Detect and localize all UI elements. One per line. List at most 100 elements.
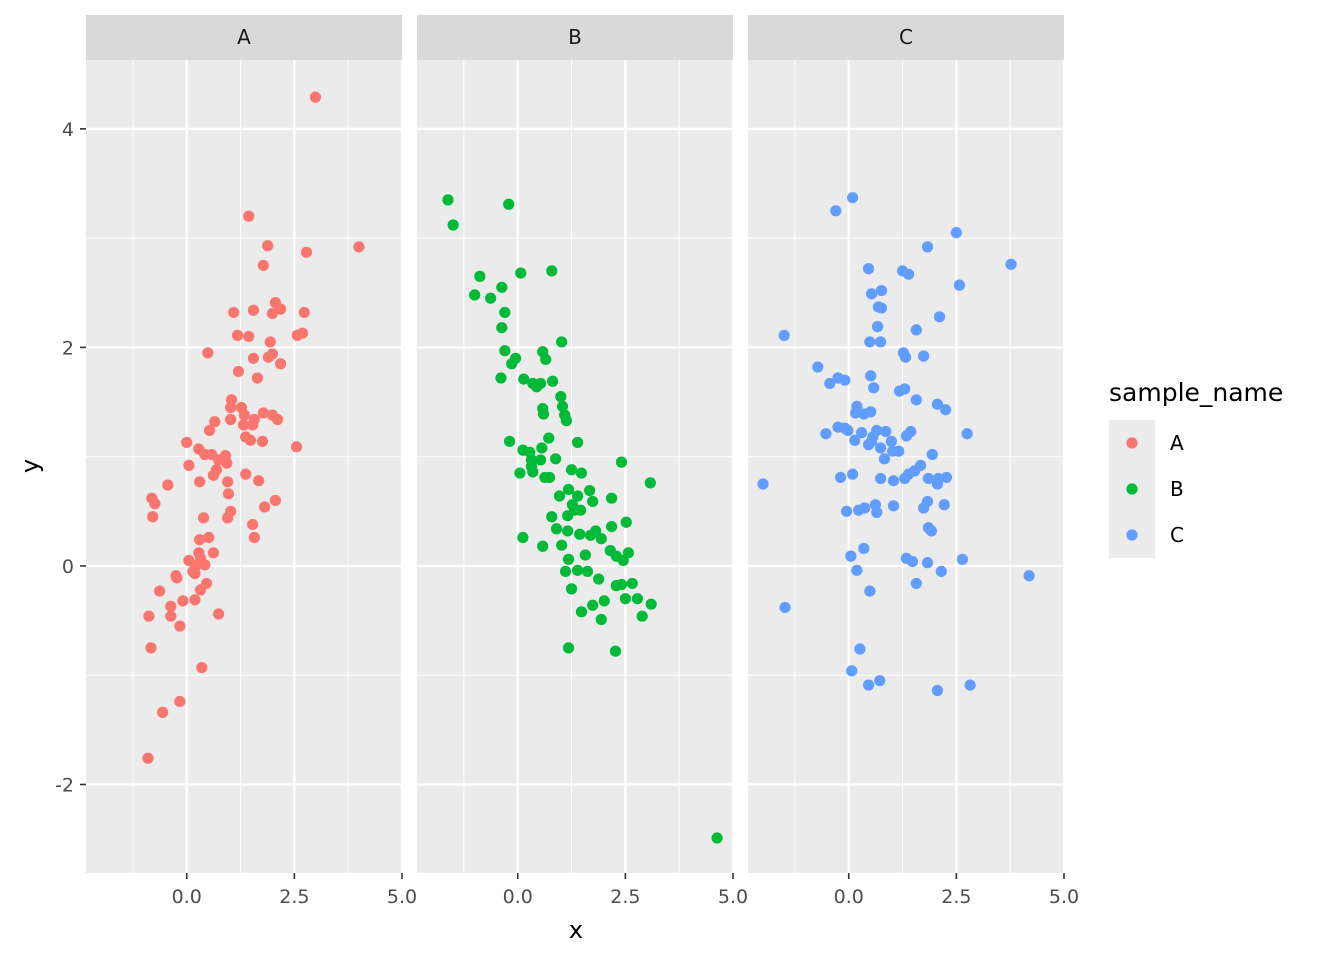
data-point: [196, 661, 208, 674]
data-point: [874, 336, 887, 348]
data-point: [605, 492, 618, 504]
data-point: [485, 292, 497, 304]
data-point: [918, 502, 930, 514]
facet-strip: [748, 15, 1064, 60]
data-point: [571, 436, 584, 449]
data-point: [232, 365, 245, 378]
data-point: [291, 329, 303, 341]
facet-strip: [417, 15, 733, 60]
data-point: [496, 281, 508, 293]
data-point: [711, 832, 723, 844]
y-tick-label: 2: [62, 337, 74, 359]
data-point: [165, 600, 177, 612]
data-point: [212, 608, 225, 620]
data-point: [495, 372, 507, 384]
data-point: [199, 559, 211, 571]
data-point: [189, 594, 201, 606]
data-point: [194, 534, 206, 546]
data-point: [274, 358, 287, 370]
data-point: [609, 645, 622, 657]
data-point: [262, 351, 275, 363]
data-point: [247, 419, 259, 431]
data-point: [921, 241, 934, 253]
data-point: [165, 610, 177, 622]
data-point: [518, 373, 530, 385]
data-point: [839, 374, 851, 386]
data-point: [555, 390, 567, 403]
data-point: [536, 442, 548, 454]
data-point: [550, 453, 562, 465]
y-axis: -2 0 2 4: [55, 119, 86, 796]
x-tick-label: 0.0: [503, 886, 533, 908]
data-point: [259, 501, 271, 513]
data-point: [874, 472, 887, 485]
data-point: [931, 478, 944, 490]
data-point: [933, 311, 946, 323]
data-point: [562, 553, 575, 565]
facet-strip-label: C: [899, 25, 913, 49]
data-point: [496, 322, 508, 334]
data-point: [910, 577, 922, 590]
facet-panel-B: B 0.0 2.5 5.0: [417, 15, 748, 908]
data-point: [587, 599, 599, 611]
data-point: [142, 752, 154, 764]
data-point: [575, 467, 588, 479]
data-point: [537, 540, 549, 552]
data-point: [177, 595, 189, 607]
data-point: [862, 439, 875, 451]
data-point: [149, 498, 161, 510]
data-point: [540, 353, 552, 366]
data-point: [298, 306, 310, 319]
data-point: [353, 241, 365, 253]
x-tick-label: 2.5: [610, 886, 640, 908]
data-point: [893, 385, 906, 397]
data-point: [238, 409, 251, 421]
data-point: [559, 565, 572, 578]
data-point: [950, 227, 962, 239]
x-tick-label: 0.0: [834, 886, 864, 908]
data-point: [143, 610, 155, 622]
data-point: [562, 510, 574, 522]
data-point: [157, 706, 169, 718]
data-point: [145, 642, 157, 654]
data-point: [197, 512, 210, 524]
data-point: [221, 457, 233, 469]
data-point: [587, 495, 599, 508]
data-point: [875, 302, 888, 314]
x-axis-title: x: [569, 916, 583, 944]
data-point: [617, 554, 629, 567]
data-point: [584, 484, 596, 497]
data-point: [247, 518, 259, 531]
data-point: [574, 528, 586, 540]
legend-label: A: [1170, 431, 1184, 455]
data-point: [847, 468, 859, 480]
data-point: [202, 347, 214, 359]
data-point: [849, 434, 861, 446]
x-tick-label: 5.0: [387, 886, 417, 908]
data-point: [757, 478, 769, 490]
data-point: [812, 361, 824, 373]
data-point: [893, 445, 905, 457]
data-point: [834, 471, 847, 484]
data-point: [922, 472, 934, 485]
data-point: [874, 675, 886, 687]
data-point: [595, 533, 607, 545]
data-point: [189, 567, 201, 580]
data-point: [584, 529, 597, 541]
facet-panel-C: C 0.0 2.5 5.0: [748, 15, 1079, 908]
data-point: [605, 521, 618, 533]
data-point: [256, 435, 269, 447]
data-point: [847, 192, 859, 204]
data-point: [560, 415, 572, 427]
data-point: [865, 370, 877, 382]
data-point: [499, 306, 511, 319]
data-point: [183, 459, 195, 472]
data-point: [253, 475, 265, 487]
data-point: [271, 413, 284, 426]
data-point: [858, 408, 870, 420]
data-point: [264, 336, 276, 348]
data-point: [887, 500, 900, 512]
data-point: [830, 205, 842, 217]
panel-background: [86, 60, 402, 873]
legend: sample_name ABC: [1109, 378, 1283, 558]
